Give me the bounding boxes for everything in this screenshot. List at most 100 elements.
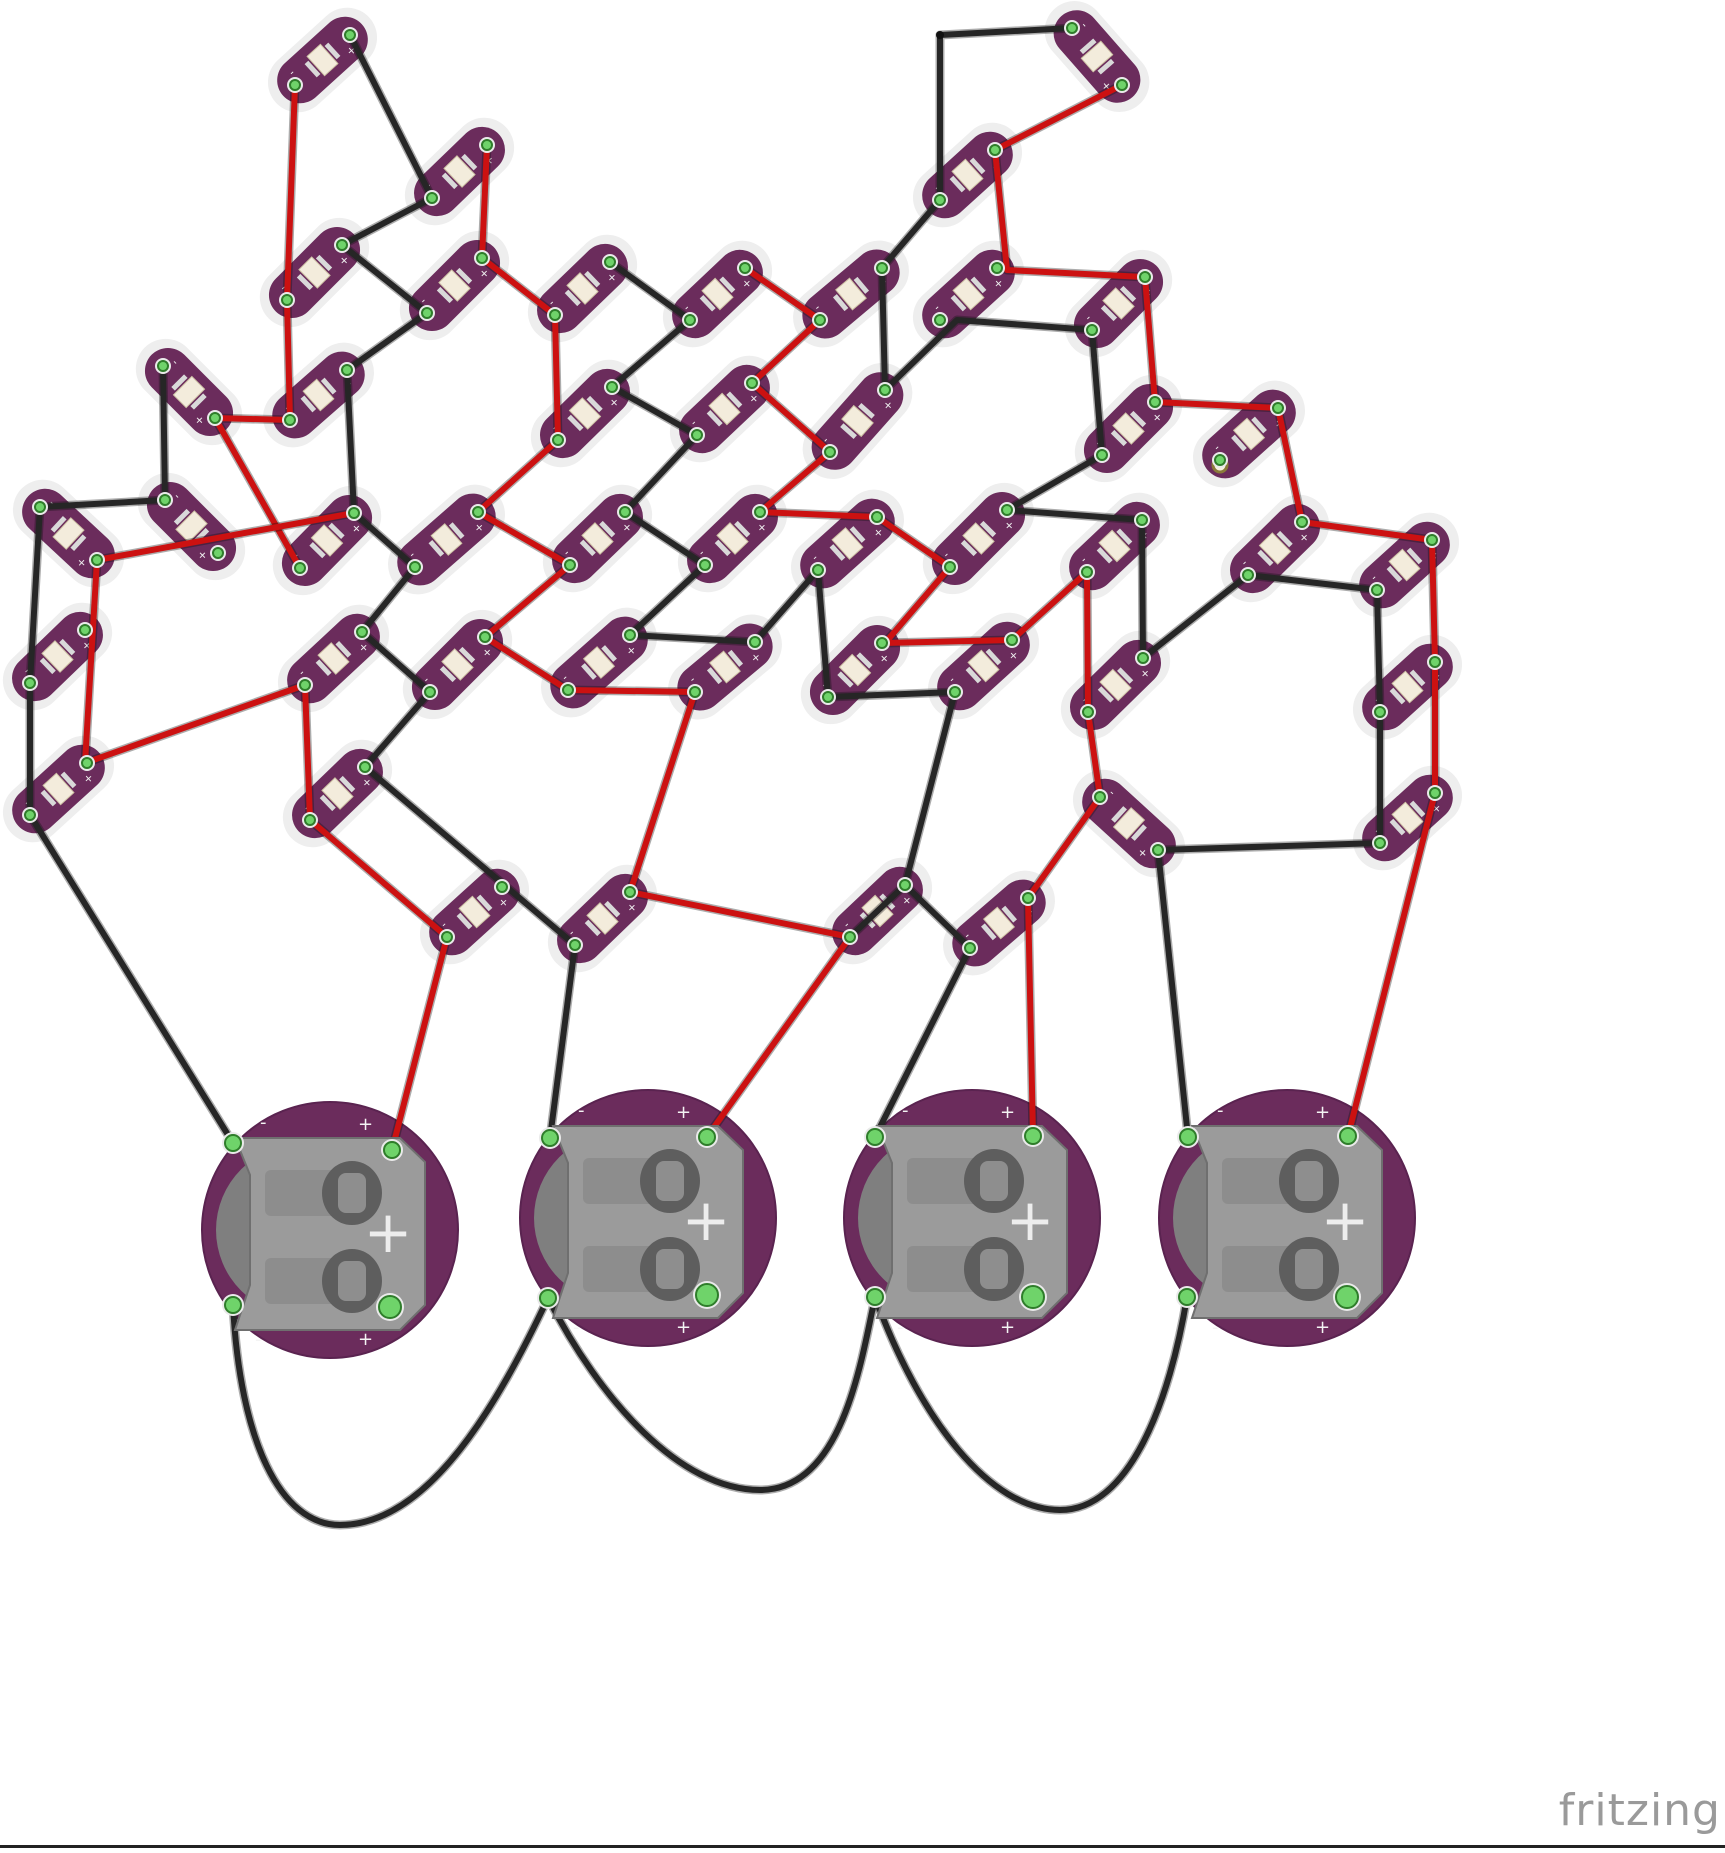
led-body: [306, 43, 339, 77]
led-contact-right: [315, 254, 333, 272]
led-contact-left: [699, 295, 716, 312]
battery-holder-1: + - + - +: [216, 1112, 426, 1350]
led-41-pad-a: [562, 684, 574, 696]
battery-2-pad-minus-bottom: [539, 1289, 557, 1307]
holder-knob-bottom-hl: [1295, 1249, 1323, 1289]
battery-1-pad-plus-top: [383, 1141, 401, 1159]
board-minus-top: -: [902, 1100, 909, 1121]
led-42-pad-a: [689, 686, 701, 698]
led-43-pad-b: [496, 881, 508, 893]
led-contact-right: [60, 771, 77, 789]
led-contact-right: [339, 775, 356, 793]
led-30-pad-a: [1082, 706, 1094, 718]
led-body: [708, 392, 741, 426]
led-5: -+: [263, 342, 374, 448]
led-4-pad-a: [421, 307, 433, 319]
led-26-pad-a: [1242, 569, 1254, 581]
led-contact-right: [853, 276, 870, 294]
led-46-pad-b: [1022, 892, 1034, 904]
led-46-pad-a: [964, 942, 976, 954]
board-minus-top: -: [260, 1112, 267, 1133]
battery-3-pad-minus-top: [866, 1128, 884, 1146]
led-contact-right: [458, 646, 476, 664]
led-contact-right: [461, 153, 478, 171]
led-3: -+: [259, 217, 370, 328]
led-20-pad-b: [991, 262, 1003, 274]
led-minus-label: -: [946, 673, 958, 685]
led-contact-left: [965, 666, 982, 684]
led-18-pad-b: [879, 384, 891, 396]
led-body: [1258, 532, 1292, 565]
led-contact-right: [586, 395, 603, 413]
holder-plus-sign: +: [1321, 1186, 1370, 1254]
battery-2-pad-plus-bottom: [695, 1283, 719, 1307]
battery-1-pad-plus-bottom: [378, 1295, 402, 1319]
led-contact-left: [567, 414, 584, 432]
led-contact-left: [436, 286, 454, 304]
led-body: [1112, 412, 1145, 445]
led-minus-label: -: [809, 551, 821, 563]
led-37: -+: [2, 735, 115, 843]
red-wire-6: [82, 557, 450, 1153]
led-14-pad-a: [684, 314, 696, 326]
led-27-pad-b: [1426, 534, 1438, 546]
led-body: [175, 510, 208, 543]
led-20-pad-a: [934, 314, 946, 326]
holder-knob-bottom-hl: [338, 1261, 366, 1301]
led-minus-label: -: [695, 546, 707, 558]
black-wire-3-shadow: [605, 257, 975, 1142]
led-10-pad-a: [409, 561, 421, 573]
led-contact-left: [960, 539, 978, 557]
led-contact-left: [950, 294, 967, 312]
led-37-pad-b: [81, 757, 93, 769]
led-contact-right: [328, 522, 345, 539]
led-34-pad-b: [1006, 634, 1018, 646]
holder-plus-sign: +: [364, 1198, 413, 1266]
led-12-pad-a: [552, 434, 564, 446]
battery-holder-4: + - + - +: [1173, 1100, 1383, 1338]
battery-3-pad-minus-bottom: [866, 1288, 884, 1306]
led-minus-label: -: [559, 671, 571, 683]
led-minus-label: -: [931, 301, 943, 313]
led-8-pad-b: [212, 547, 224, 559]
led-contact-left: [173, 508, 191, 526]
led-24: -+: [1074, 374, 1183, 483]
led-32-pad-a: [1094, 791, 1106, 803]
led-22-pad-a: [1066, 22, 1078, 34]
series-wire-1: [230, 1296, 551, 1529]
led-body: [1102, 287, 1135, 320]
board-minus-bottom: -: [897, 1317, 904, 1338]
led-contact-right: [979, 520, 997, 538]
led-minus-label: -: [1211, 441, 1223, 453]
black-wire-1: [339, 32, 578, 1141]
led-contact-left: [564, 289, 581, 307]
led-body: [172, 375, 206, 409]
led-19-pad-b: [871, 511, 883, 523]
led-32-pad-b: [1152, 844, 1164, 856]
led-contact-left: [1096, 547, 1113, 564]
led-body: [962, 522, 995, 555]
led-body: [430, 523, 463, 556]
led-body: [441, 648, 474, 681]
led-35-pad-a: [822, 691, 834, 703]
board-plus-top: +: [1315, 1102, 1330, 1123]
board-minus-bottom: -: [1212, 1317, 1219, 1338]
led-contact-right: [601, 645, 617, 662]
series-wire-3: [872, 1295, 1190, 1514]
led-contact-right: [1117, 667, 1134, 684]
holder-knob-bottom-hl: [656, 1249, 684, 1289]
led-6-pad-b: [209, 412, 221, 424]
led-contact-right: [584, 270, 601, 288]
led-28-pad-b: [1429, 656, 1441, 668]
led-33-pad-b: [1001, 504, 1013, 516]
led-40-pad-b: [479, 631, 491, 643]
battery-4-pad-minus-top: [1179, 1128, 1197, 1146]
led-22: -+: [1044, 1, 1150, 112]
led-6-pad-a: [157, 360, 169, 372]
led-contact-left: [296, 273, 314, 291]
board-minus-top: -: [1217, 1100, 1224, 1121]
led-contact-right: [970, 276, 987, 294]
led-body: [586, 902, 619, 935]
led-body: [42, 772, 75, 806]
